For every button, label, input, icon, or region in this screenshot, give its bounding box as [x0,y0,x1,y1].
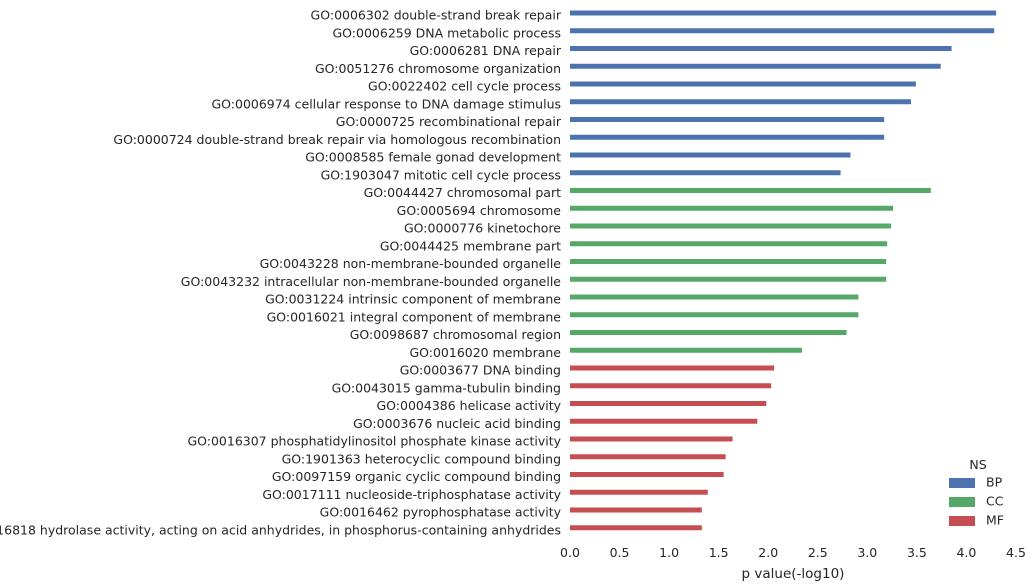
category-label-23: GO:0004386 helicase activity [376,398,561,413]
bar-19 [570,330,847,335]
legend-title: NS [969,457,986,472]
bar-15 [570,259,887,264]
bar-5 [570,81,916,87]
bar-28 [570,489,708,495]
category-label-25: GO:0016307 phosphatidylinositol phosphat… [187,434,561,449]
category-label-1: GO:0006302 double-strand break repair [311,8,562,23]
category-label-10: GO:1903047 mitotic cell cycle process [321,167,561,182]
category-label-11: GO:0044427 chromosomal part [364,185,561,200]
bar-12 [570,205,894,211]
bar-24 [570,418,758,424]
category-label-22: GO:0043015 gamma-tubulin binding [332,380,561,395]
legend-label-cc: CC [986,494,1004,509]
legend-swatch-cc [949,497,975,507]
legend-label-bp: BP [986,475,1003,490]
category-label-28: GO:0017111 nucleoside-triphosphatase act… [262,487,561,502]
bar-13 [570,223,892,229]
category-label-24: GO:0003676 nucleic acid binding [353,416,561,431]
bar-30 [570,525,702,531]
bar-29 [570,507,702,513]
category-label-8: GO:0000724 double-strand break repair vi… [113,132,561,147]
bar-14 [570,241,888,247]
category-label-14: GO:0044425 membrane part [380,238,561,253]
category-label-15: GO:0043228 non-membrane-bounded organell… [260,256,562,271]
x-tick-label-9: 4.0 [956,545,976,560]
bar-21 [570,365,775,371]
bar-6 [570,99,911,105]
x-tick-label-10: 4.5 [1006,545,1026,560]
category-label-29: GO:0016462 pyrophosphatase activity [320,505,562,520]
bar-2 [570,28,995,34]
legend-swatch-mf [949,516,975,526]
category-label-18: GO:0016021 integral component of membran… [267,309,562,324]
x-tick-label-7: 3.0 [857,545,877,560]
legend-swatch-bp [949,478,975,488]
category-label-27: GO:0097159 organic cyclic compound bindi… [272,469,561,484]
category-label-4: GO:0051276 chromosome organization [315,61,561,76]
bar-27 [570,472,724,477]
bar-20 [570,347,802,353]
category-label-21: GO:0003677 DNA binding [400,363,561,378]
x-tick-label-8: 3.5 [907,545,927,560]
bar-3 [570,46,952,51]
bar-26 [570,454,726,460]
category-label-7: GO:0000725 recombinational repair [336,114,562,129]
x-tick-label-4: 1.5 [709,545,729,560]
category-label-16: GO:0043232 intracellular non-membrane-bo… [181,274,562,289]
category-label-6: GO:0006974 cellular response to DNA dama… [211,96,561,111]
x-tick-label-1: 0.0 [560,545,580,560]
category-label-3: GO:0006281 DNA repair [410,43,562,58]
legend-label-mf: MF [986,513,1004,528]
x-tick-label-3: 1.0 [659,545,679,560]
bar-25 [570,436,733,442]
x-tick-label-5: 2.0 [758,545,778,560]
category-label-13: GO:0000776 kinetochore [404,221,561,236]
category-label-20: GO:0016020 membrane [409,345,561,360]
bar-18 [570,312,859,318]
bar-11 [570,188,931,193]
bar-23 [570,401,767,406]
category-labels-group: GO:0006302 double-strand break repair GO:… [0,8,562,538]
category-label-12: GO:0005694 chromosome [397,203,562,218]
bar-10 [570,170,841,176]
category-label-19: GO:0098687 chromosomal region [350,327,561,342]
x-tick-labels-group: 0.0 0.5 1.0 1.5 2.0 2.5 3.0 3.5 4.0 4.5 [560,545,1026,560]
category-label-17: GO:0031224 intrinsic component of membra… [265,292,561,307]
bar-7 [570,117,885,122]
x-tick-label-6: 2.5 [808,545,828,560]
bar-1 [570,10,997,16]
legend-items: BP CC MF [949,475,1004,528]
category-label-5: GO:0022402 cell cycle process [368,79,561,94]
bar-22 [570,383,772,389]
bars-group [570,10,997,531]
category-label-30: GO:0016818 hydrolase activity, acting on… [0,522,561,537]
category-label-9: GO:0008585 female gonad development [305,150,561,165]
category-label-26: GO:1901363 heterocyclic compound binding [282,451,561,466]
bar-16 [570,276,887,282]
x-tick-label-2: 0.5 [610,545,630,560]
legend: NS BP CC MF [949,457,1004,528]
bar-4 [570,63,941,69]
bar-17 [570,294,859,300]
x-axis-title: p value(-log10) [742,566,845,582]
bar-8 [570,134,885,140]
category-label-2: GO:0006259 DNA metabolic process [333,25,562,40]
bar-9 [570,152,851,158]
